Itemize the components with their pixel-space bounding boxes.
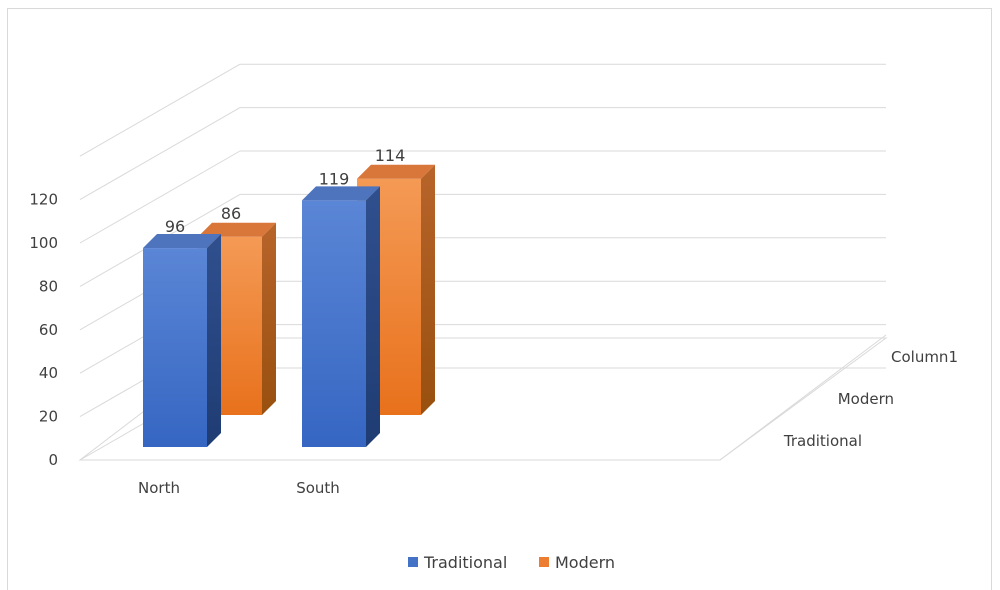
bar-top — [302, 186, 380, 201]
y-tick-label: 0 — [48, 451, 58, 469]
y-axis-ticks: 0 20 40 60 80 100 120 — [29, 191, 58, 469]
gridline-side — [79, 107, 241, 201]
y-tick-label: 20 — [39, 408, 58, 426]
bar-side — [421, 164, 435, 415]
bar-side — [207, 234, 221, 447]
data-labels: 86 114 96 119 — [165, 146, 405, 236]
depth-axis-line — [719, 334, 887, 461]
bar-top — [357, 164, 435, 179]
bar-top — [143, 234, 221, 249]
depth-axis-label: Column1 — [891, 348, 958, 366]
depth-axis-label: Traditional — [783, 432, 862, 450]
gridline-side — [79, 63, 241, 157]
legend-swatch — [539, 557, 549, 567]
bar-side — [366, 186, 380, 447]
category-labels: North South — [138, 479, 340, 497]
depth-axis-label: Modern — [838, 390, 894, 408]
legend-label: Modern — [555, 553, 615, 572]
y-tick-label: 40 — [39, 364, 58, 382]
bar-north-traditional — [143, 234, 221, 447]
category-label: North — [138, 479, 180, 497]
legend-swatch — [408, 557, 418, 567]
category-label: South — [296, 479, 340, 497]
bar-side — [262, 222, 276, 415]
data-label: 86 — [221, 204, 241, 223]
gridline-side — [79, 150, 241, 244]
depth-axis-labels: Traditional Modern Column1 — [783, 348, 958, 450]
data-label: 119 — [319, 169, 350, 188]
bar-front — [143, 248, 207, 447]
y-tick-label: 60 — [39, 321, 58, 339]
data-label: 96 — [165, 217, 185, 236]
bar-south-traditional — [302, 186, 380, 447]
y-tick-label: 120 — [29, 191, 58, 209]
y-tick-label: 80 — [39, 277, 58, 295]
legend: Traditional Modern — [408, 553, 615, 572]
bars — [143, 164, 435, 447]
data-label: 114 — [375, 146, 406, 165]
y-tick-label: 100 — [29, 234, 58, 252]
bar-top — [198, 222, 276, 237]
legend-label: Traditional — [423, 553, 507, 572]
bar-front — [302, 200, 366, 447]
